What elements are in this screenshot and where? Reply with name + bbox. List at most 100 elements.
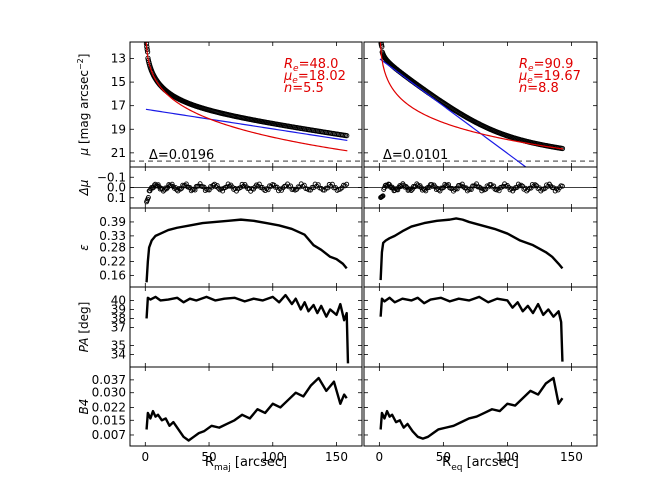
data-point [344,132,350,139]
residual-point [461,184,467,190]
data-point [144,32,148,36]
sersic-index-label: n=5.5 [284,81,324,96]
panel-mu-equivalent-axis: Re=90.9μe=19.67n=8.8 Δ=0.0101 [363,27,598,168]
panel-data [145,218,348,283]
residual-point [169,181,175,187]
y-tick-label: 21 [111,146,126,160]
y-tick-label: 35 [111,338,126,352]
y-tick-label: 17 [111,99,126,113]
y-axis-label: ε [77,244,91,251]
y-axis-label: PA [deg] [77,302,91,353]
residual-point [416,184,422,190]
disk-fit-line [379,58,527,167]
b4-profile-line [145,376,348,442]
disk-fit-line [145,108,348,142]
panel-data [364,181,597,200]
y-tick-label: 19 [111,122,126,136]
x-axis-label: Rmaj [arcsec] [205,455,287,473]
x-tick-label: 150 [560,450,583,464]
position-angle-profile-line [379,295,564,362]
panel-frame [129,366,363,447]
effective-radius-label: Re=48.0 [284,57,338,74]
panel-data [145,376,348,442]
panel-delta-mu-major-axis: −0.10.00.1 Δμ [77,166,363,209]
residual-points [144,181,350,205]
rms-delta-label: Δ=0.0196 [149,148,214,163]
y-tick-label: 0.030 [92,386,126,400]
panel-data [364,27,597,167]
y-tick-label: 0.16 [99,268,126,282]
y-tick-label: 0.015 [92,413,126,427]
residual-point [452,187,458,192]
residual-point [524,188,530,194]
residual-point [406,187,412,193]
y-tick-label: 40 [111,293,126,307]
column-major-axis: Re=48.0μe=18.02n=5.5 Δ=0.0196 13 15 17 19 21 μ … [76,32,363,473]
residual-point [459,181,465,187]
residual-point [430,183,436,189]
surface-brightness-label: μe=18.02 [283,69,346,86]
position-angle-profile-line [145,293,350,364]
residual-point [216,185,222,191]
x-tick-label: 50 [201,450,216,464]
panel-data [145,293,350,364]
data-point [379,43,385,50]
effective-radius-label: Re=90.9 [519,57,573,74]
residual-point [544,182,550,188]
x-tick-label: 150 [325,450,348,464]
panel-data [379,295,564,362]
x-tick-label: 50 [436,450,451,464]
panel-ellipticity-major-axis: 0.160.220.280.330.39 ε [77,207,363,288]
y-tick-label: −0.1 [97,170,126,184]
residual-point [531,183,537,189]
y-tick-label: 39 [111,302,126,316]
data-point [378,27,382,31]
y-tick-label: 0.28 [99,241,126,255]
surface-brightness-label: μe=19.67 [518,69,581,86]
y-axis-label: B4 [77,399,91,415]
y-axis-label: Δμ [77,179,91,196]
y-tick-label: 15 [111,75,126,89]
sersic-fit-line [145,42,348,152]
residual-point [279,187,284,193]
residual-point [344,181,350,187]
y-tick-label: 0.22 [99,254,126,268]
panel-data [379,376,564,440]
y-tick-label: 0.022 [92,400,126,414]
rms-delta-label: Δ=0.0101 [383,148,448,163]
residual-point [408,188,414,193]
residual-point [559,183,565,189]
panel-delta-mu-equivalent-axis [363,166,598,209]
residual-point [488,182,494,188]
ellipticity-profile-line [379,217,564,281]
residual-points [378,181,565,200]
data-point [378,36,382,40]
x-tick-label: 0 [141,450,149,464]
sersic-index-label: n=8.8 [519,81,559,96]
residual-point [149,184,155,190]
ellipticity-profile-line [145,218,348,283]
residual-point [529,182,535,187]
y-tick-label: 0.1 [107,191,126,205]
x-tick-label: 100 [496,450,519,464]
panel-position-angle-equivalent-axis [363,286,598,368]
plot-area: Re=48.0μe=18.02n=5.5 Δ=0.0196 13 15 17 19 21 μ … [76,27,598,473]
panel-data [130,181,362,205]
y-tick-label: 13 [111,52,126,66]
residual-point [323,185,329,191]
x-axis-label: Req [arcsec] [442,455,519,473]
x-tick-label: 0 [376,450,384,464]
residual-point [214,183,220,188]
panel-data [130,32,362,162]
y-tick-label: 38 [111,311,126,325]
panel-b4-equivalent-axis: 0 50 100 150 [363,366,598,464]
y-tick-label: 34 [111,347,126,361]
residual-point [265,187,271,193]
y-tick-label: 0.0 [107,181,126,195]
residual-point [183,181,189,187]
residual-point [380,193,386,199]
residual-point [424,185,430,191]
